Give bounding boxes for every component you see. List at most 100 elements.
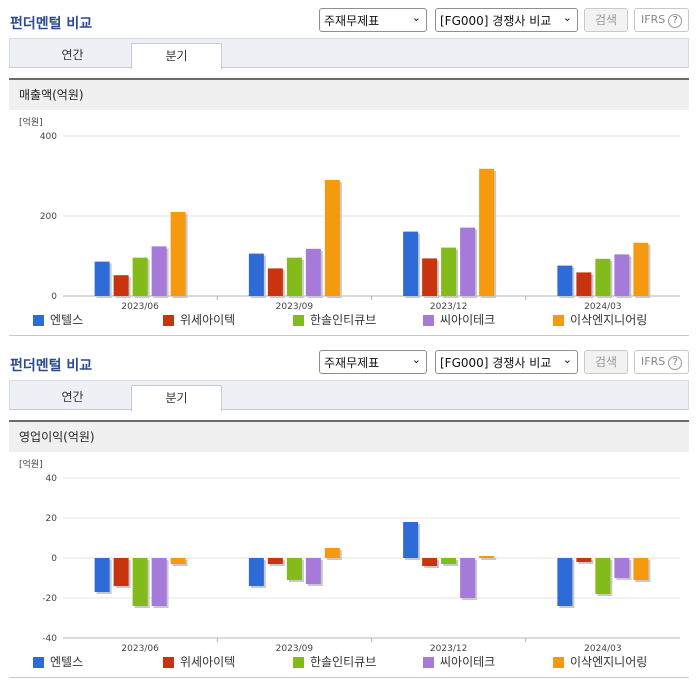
bar [267,558,283,564]
bar [305,558,321,584]
revenue-chart-svg: [억원] 0 200 400 2023/06 2023/09 2023/12 2024/03 엔… [19,116,680,327]
period-tabs: 연간 분기 [9,380,689,412]
bar [441,558,457,564]
bar [132,558,148,606]
y-axis-unit-label: [억원] [19,458,43,470]
search-button[interactable]: 검색 [584,8,628,32]
statement-type-select[interactable]: 주재무제표 ⌄ [319,8,427,32]
bar [113,558,129,586]
x-tick-label: 2023/09 [276,302,314,312]
bar [441,247,457,296]
x-tick-label: 2023/12 [430,644,467,654]
bar [324,180,340,296]
legend-swatch [293,657,304,668]
y-tick-label: -20 [42,594,57,604]
x-tick-label: 2023/12 [430,302,467,312]
bar [460,227,476,296]
section-title: 펀더멘털 비교 [10,16,93,32]
chevron-down-icon: ⌄ [562,353,572,366]
x-tick-label: 2023/06 [121,644,159,654]
bar [248,253,264,296]
ifrs-label: IFRS [641,13,666,26]
bar [170,558,186,564]
y-axis-unit-label: [억원] [19,116,43,128]
metric-header: 매출액(억원) [9,78,689,110]
search-button[interactable]: 검색 [584,350,628,374]
y-tick-label: 0 [51,292,57,302]
operating-profit-chart-svg: [억원] -40 -20 0 20 40 2023/06 2023/09 2023/12 2024… [19,458,680,669]
legend-label: 이삭엔지니어링 [570,655,647,669]
ifrs-info-button[interactable]: IFRS? [634,8,689,32]
peer-group-select[interactable]: [FG000] 경쟁사 비교 ⌄ [435,350,578,374]
divider [9,677,689,678]
legend-label: 씨아이테크 [440,655,495,669]
y-tick-label: 40 [46,474,58,484]
bar [94,558,110,592]
peer-group-value: [FG000] 경쟁사 비교 [440,14,552,28]
ifrs-label: IFRS [641,355,666,368]
tab-quarterly[interactable]: 분기 [131,385,222,412]
bar [305,248,321,296]
bar [614,254,630,296]
legend-label: 한솔인티큐브 [310,655,376,669]
legend-label: 한솔인티큐브 [310,313,376,327]
bar [422,258,438,296]
bar [113,275,129,296]
x-tick-label: 2023/06 [121,302,159,312]
y-tick-label: 200 [40,212,57,222]
bar [248,558,264,586]
bar [422,558,438,566]
help-icon: ? [668,14,683,28]
metric-header: 영업이익(억원) [9,420,689,452]
chevron-down-icon: ⌄ [562,11,572,24]
legend-swatch [33,315,44,326]
bar [403,522,419,558]
period-tabs: 연간 분기 [9,38,689,70]
legend-swatch [553,315,564,326]
tab-annual[interactable]: 연간 [61,48,84,62]
bar [267,268,283,296]
help-icon: ? [668,356,683,370]
bar [460,558,476,598]
tab-quarterly[interactable]: 분기 [131,43,222,70]
bar [286,257,302,296]
legend-swatch [163,657,174,668]
bar [170,212,186,296]
bar [94,261,110,296]
legend-swatch [423,315,434,326]
legend-label: 엔텔스 [50,655,83,669]
legend-label: 위세아이텍 [180,313,235,327]
legend-label: 이삭엔지니어링 [570,313,647,327]
bar [557,558,573,606]
y-tick-label: 0 [51,554,57,564]
x-tick-label: 2024/03 [584,302,621,312]
bar [403,231,419,296]
chevron-down-icon: ⌄ [411,11,421,24]
statement-type-select[interactable]: 주재무제표 ⌄ [319,350,427,374]
legend-label: 위세아이텍 [180,655,235,669]
bar [576,272,592,296]
bar [633,558,649,580]
statement-type-value: 주재무제표 [324,14,380,28]
legend-swatch [293,315,304,326]
ifrs-info-button[interactable]: IFRS? [634,350,689,374]
legend-swatch [553,657,564,668]
bar [151,558,167,606]
bar [132,257,148,296]
x-tick-label: 2023/09 [276,644,314,654]
y-tick-label: 400 [40,132,57,142]
legend-label: 씨아이테크 [440,313,495,327]
legend-swatch [423,657,434,668]
bar [595,258,611,296]
legend-swatch [163,315,174,326]
peer-group-select[interactable]: [FG000] 경쟁사 비교 ⌄ [435,8,578,32]
divider [9,335,689,336]
bar [151,246,167,296]
section-title: 펀더멘털 비교 [10,358,93,374]
legend-label: 엔텔스 [50,313,83,327]
bar [324,548,340,558]
tab-annual[interactable]: 연간 [61,390,84,404]
operating-profit-chart: [억원] -40 -20 0 20 40 2023/06 2023/09 2023/12 2024… [9,452,689,678]
legend-swatch [33,657,44,668]
y-tick-label: -40 [42,634,57,644]
